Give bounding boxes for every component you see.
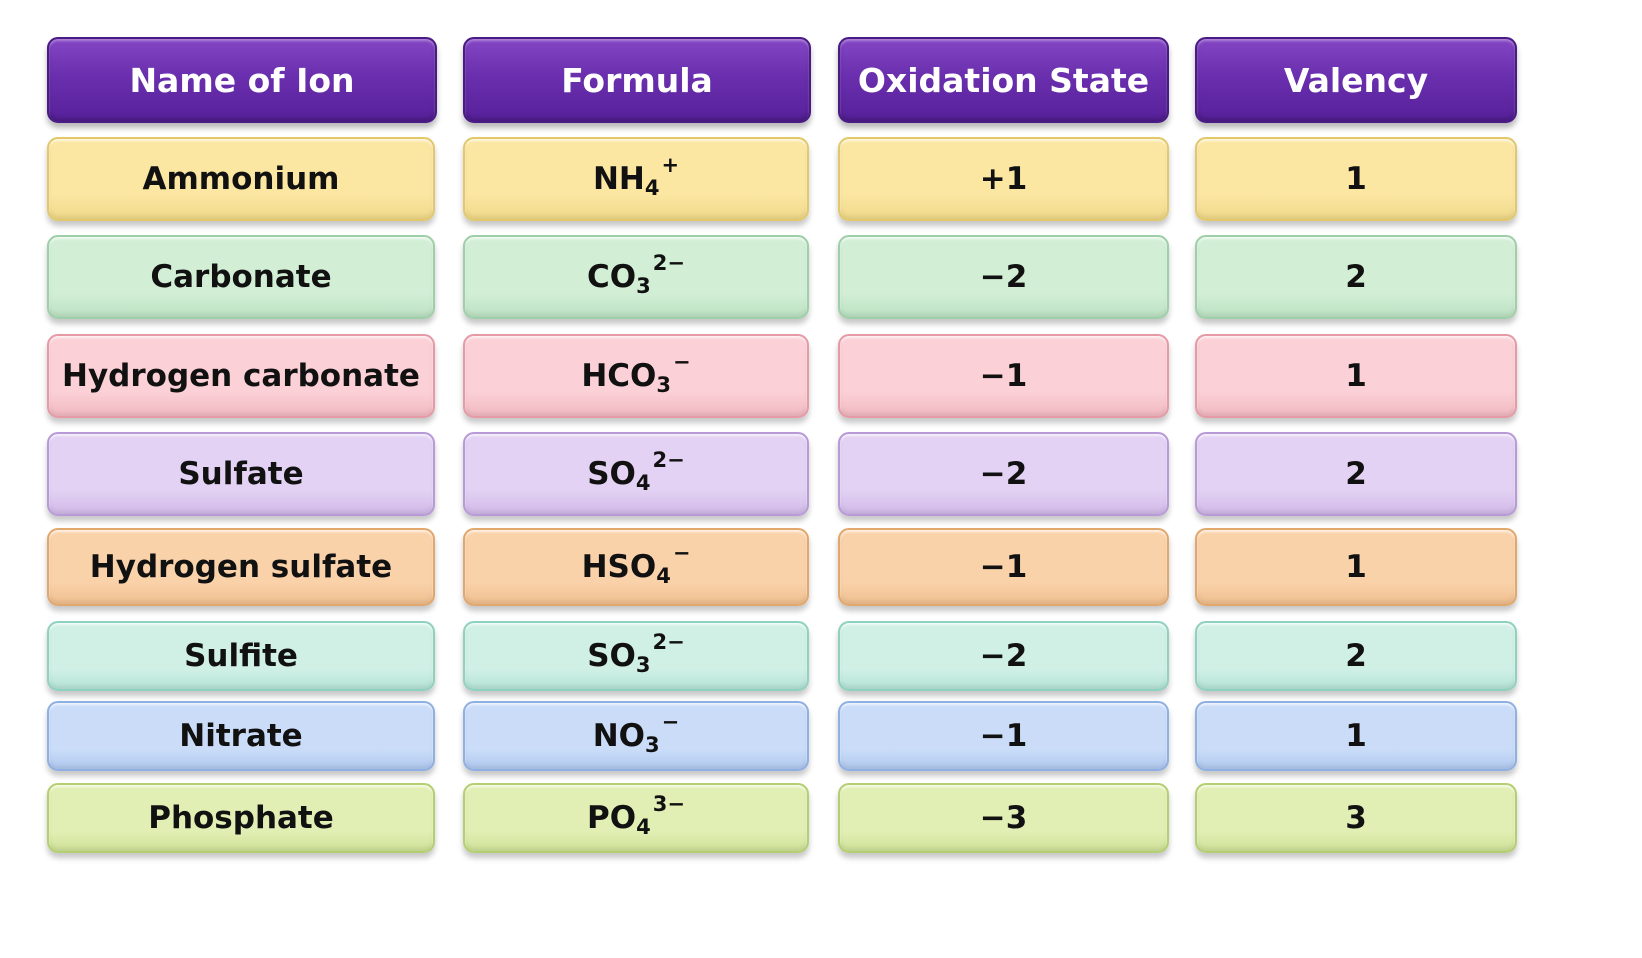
ion-name: Hydrogen sulfate bbox=[89, 549, 393, 585]
formula-base: HSO bbox=[581, 549, 657, 585]
oxidation-state-value: −2 bbox=[979, 638, 1028, 674]
formula-base: CO bbox=[587, 259, 637, 295]
formula-base: SO bbox=[587, 456, 636, 492]
ion-name: Phosphate bbox=[148, 800, 334, 836]
header-valency: Valency bbox=[1195, 37, 1517, 123]
valency-value: 1 bbox=[1345, 161, 1367, 197]
ion-formula-cell: NH 4 + bbox=[463, 137, 809, 221]
formula-subscript: 3 bbox=[636, 274, 651, 298]
valency-value: 2 bbox=[1345, 638, 1367, 674]
header-formula: Formula bbox=[463, 37, 811, 123]
formula-subscript: 4 bbox=[636, 815, 651, 839]
oxidation-state-value: −1 bbox=[979, 549, 1028, 585]
ion-name-cell: Ammonium bbox=[47, 137, 435, 221]
valency-cell: 1 bbox=[1195, 701, 1517, 771]
oxidation-state-value: −3 bbox=[979, 800, 1028, 836]
formula-charge: 2− bbox=[652, 448, 685, 472]
formula-subscript: 4 bbox=[656, 564, 671, 588]
valency-value: 2 bbox=[1345, 456, 1367, 492]
header-oxidation-state: Oxidation State bbox=[838, 37, 1169, 123]
oxidation-state-cell: −1 bbox=[838, 528, 1169, 606]
oxidation-state-value: −2 bbox=[979, 456, 1028, 492]
oxidation-state-value: −1 bbox=[979, 718, 1028, 754]
valency-value: 2 bbox=[1345, 259, 1367, 295]
formula-charge: − bbox=[673, 350, 691, 374]
valency-value: 1 bbox=[1345, 549, 1367, 585]
oxidation-state-value: −1 bbox=[979, 358, 1028, 394]
ion-name: Sulfite bbox=[184, 638, 298, 674]
valency-cell: 1 bbox=[1195, 137, 1517, 221]
ion-formula-cell: HSO 4− bbox=[463, 528, 809, 606]
ion-formula-cell: SO 4 2− bbox=[463, 432, 809, 516]
ion-name: Hydrogen carbonate bbox=[62, 358, 420, 394]
formula-charge: 2− bbox=[652, 251, 685, 275]
formula-subscript: 3 bbox=[656, 373, 672, 397]
valency-value: 1 bbox=[1345, 718, 1367, 754]
valency-value: 1 bbox=[1345, 358, 1367, 394]
oxidation-state-cell: −1 bbox=[838, 334, 1169, 418]
oxidation-state-value: +1 bbox=[979, 161, 1028, 197]
formula-base: NH bbox=[592, 161, 645, 197]
valency-cell: 3 bbox=[1195, 783, 1517, 853]
ion-formula-cell: SO 3 2− bbox=[463, 621, 809, 691]
ion-formula-cell: HCO 3− bbox=[463, 334, 809, 418]
header-name-of-ion: Name of Ion bbox=[47, 37, 437, 123]
ion-name-cell: Sulfite bbox=[47, 621, 435, 691]
ion-name-cell: Sulfate bbox=[47, 432, 435, 516]
ion-formula-cell: CO 3 2− bbox=[463, 235, 809, 319]
valency-cell: 1 bbox=[1195, 528, 1517, 606]
oxidation-state-cell: +1 bbox=[838, 137, 1169, 221]
formula-subscript: 3 bbox=[635, 653, 651, 677]
oxidation-state-cell: −2 bbox=[838, 235, 1169, 319]
oxidation-state-cell: −3 bbox=[838, 783, 1169, 853]
formula-base: HCO bbox=[581, 358, 657, 394]
ion-name: Carbonate bbox=[150, 259, 332, 295]
valency-cell: 1 bbox=[1195, 334, 1517, 418]
valency-value: 3 bbox=[1345, 800, 1367, 836]
valency-cell: 2 bbox=[1195, 432, 1517, 516]
oxidation-state-cell: −1 bbox=[838, 701, 1169, 771]
formula-base: SO bbox=[587, 638, 636, 674]
formula-subscript: 3 bbox=[645, 733, 660, 757]
ion-name: Nitrate bbox=[179, 718, 303, 754]
oxidation-state-value: −2 bbox=[979, 259, 1028, 295]
ion-formula-cell: PO 4 3− bbox=[463, 783, 809, 853]
formula-subscript: 4 bbox=[644, 176, 660, 200]
formula-charge: 2− bbox=[652, 630, 685, 654]
oxidation-state-cell: −2 bbox=[838, 432, 1169, 516]
formula-charge: − bbox=[661, 710, 680, 734]
valency-cell: 2 bbox=[1195, 235, 1517, 319]
ion-name-cell: Carbonate bbox=[47, 235, 435, 319]
ion-name: Ammonium bbox=[142, 161, 340, 197]
oxidation-state-cell: −2 bbox=[838, 621, 1169, 691]
formula-charge: 3− bbox=[652, 792, 685, 816]
formula-base: PO bbox=[587, 800, 637, 836]
ion-formula-cell: NO 3− bbox=[463, 701, 809, 771]
formula-base: NO bbox=[592, 718, 646, 754]
formula-charge: − bbox=[672, 541, 691, 565]
formula-subscript: 4 bbox=[635, 471, 651, 495]
formula-charge: + bbox=[661, 153, 680, 177]
ion-name-cell: Nitrate bbox=[47, 701, 435, 771]
ion-name: Sulfate bbox=[178, 456, 304, 492]
ion-name-cell: Phosphate bbox=[47, 783, 435, 853]
ion-name-cell: Hydrogen sulfate bbox=[47, 528, 435, 606]
valency-cell: 2 bbox=[1195, 621, 1517, 691]
ion-name-cell: Hydrogen carbonate bbox=[47, 334, 435, 418]
